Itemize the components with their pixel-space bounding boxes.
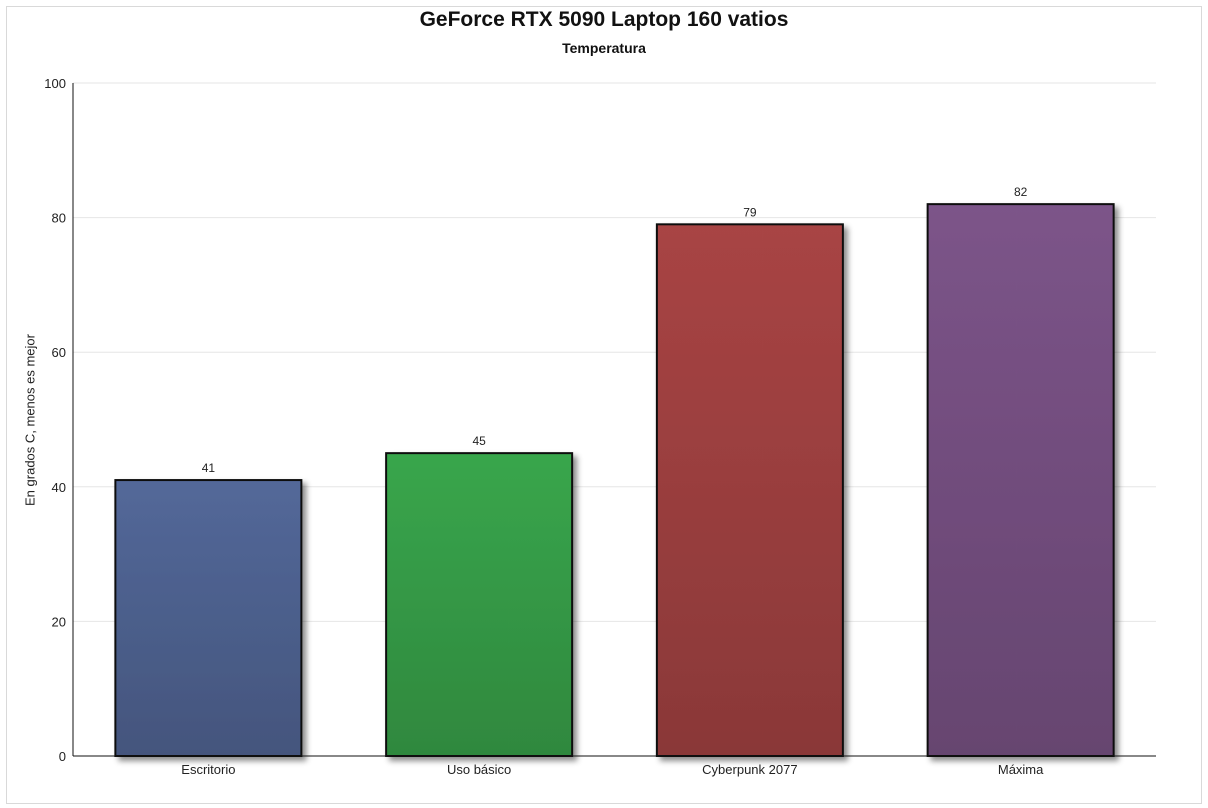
data-label: 82 — [1014, 185, 1028, 199]
x-tick-label: Máxima — [998, 762, 1044, 777]
axes — [72, 83, 1156, 757]
y-tick-label: 20 — [52, 614, 66, 629]
bar-m-xima — [926, 203, 1115, 757]
x-tick-label: Cyberpunk 2077 — [702, 762, 797, 777]
y-tick-label: 0 — [59, 749, 66, 764]
x-tick-label: Uso básico — [447, 762, 511, 777]
bar-escritorio — [114, 479, 303, 757]
data-label: 45 — [472, 434, 486, 448]
y-tick-label: 60 — [52, 345, 66, 360]
data-label: 41 — [202, 461, 216, 475]
chart-subtitle: Temperatura — [562, 40, 646, 56]
bar-uso-b-sico — [385, 452, 574, 757]
data-label: 79 — [743, 205, 757, 219]
chart-title: GeForce RTX 5090 Laptop 160 vatios — [419, 8, 789, 31]
bar-cyberpunk-2077 — [655, 223, 844, 757]
y-tick-label: 100 — [44, 76, 66, 91]
labels: 0 20 40 60 80 100 41 Escritorio 45 Uso básico 79 Cy… — [44, 76, 1044, 777]
y-tick-label: 40 — [52, 480, 66, 495]
x-tick-label: Escritorio — [181, 762, 235, 777]
bars — [114, 203, 1115, 757]
y-tick-label: 80 — [52, 211, 66, 226]
